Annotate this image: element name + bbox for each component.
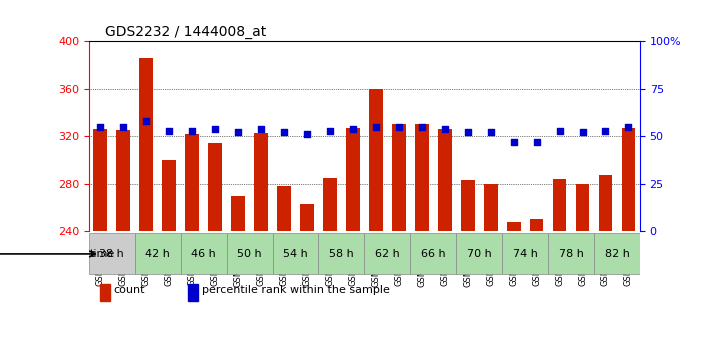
Bar — [576, 184, 589, 231]
Text: 38 h: 38 h — [100, 249, 124, 259]
Text: 74 h: 74 h — [513, 249, 538, 259]
FancyBboxPatch shape — [594, 234, 640, 274]
Bar — [162, 160, 176, 231]
Bar — [621, 128, 636, 231]
Bar — [188, 284, 198, 301]
Bar — [346, 128, 360, 231]
Point — [600, 128, 611, 134]
Bar — [530, 219, 543, 231]
Text: 82 h: 82 h — [604, 249, 629, 259]
Point — [508, 139, 519, 145]
Point — [210, 126, 221, 131]
FancyBboxPatch shape — [135, 234, 181, 274]
Point — [164, 128, 175, 134]
Text: 66 h: 66 h — [421, 249, 446, 259]
Bar — [93, 129, 107, 231]
FancyBboxPatch shape — [548, 234, 594, 274]
Bar — [438, 129, 451, 231]
Point — [232, 130, 244, 135]
Text: count: count — [114, 285, 145, 295]
Point — [347, 126, 358, 131]
Bar — [507, 222, 520, 231]
Point — [623, 124, 634, 130]
Text: time: time — [90, 249, 115, 259]
Point — [117, 124, 129, 130]
Text: 62 h: 62 h — [375, 249, 400, 259]
FancyBboxPatch shape — [410, 234, 456, 274]
Point — [554, 128, 565, 134]
Bar — [100, 284, 109, 301]
Bar — [231, 196, 245, 231]
Bar — [139, 58, 153, 231]
Text: percentile rank within the sample: percentile rank within the sample — [202, 285, 390, 295]
Bar — [186, 134, 199, 231]
FancyBboxPatch shape — [227, 234, 272, 274]
Point — [255, 126, 267, 131]
Bar — [323, 178, 337, 231]
Point — [141, 118, 152, 124]
Point — [577, 130, 588, 135]
FancyBboxPatch shape — [456, 234, 502, 274]
FancyBboxPatch shape — [89, 234, 135, 274]
Bar — [599, 175, 612, 231]
Bar — [117, 130, 130, 231]
Point — [416, 124, 427, 130]
Point — [278, 130, 289, 135]
FancyBboxPatch shape — [181, 234, 227, 274]
Point — [370, 124, 382, 130]
Bar — [483, 184, 498, 231]
Point — [485, 130, 496, 135]
FancyBboxPatch shape — [319, 234, 364, 274]
Text: 42 h: 42 h — [145, 249, 170, 259]
Point — [439, 126, 451, 131]
Text: 58 h: 58 h — [329, 249, 354, 259]
Point — [462, 130, 474, 135]
Text: GDS2232 / 1444008_at: GDS2232 / 1444008_at — [105, 25, 267, 39]
Bar — [415, 125, 429, 231]
FancyBboxPatch shape — [502, 234, 548, 274]
FancyBboxPatch shape — [364, 234, 410, 274]
Text: 54 h: 54 h — [283, 249, 308, 259]
Bar — [461, 180, 475, 231]
Bar — [369, 89, 383, 231]
FancyBboxPatch shape — [272, 234, 319, 274]
Point — [186, 128, 198, 134]
Bar — [255, 133, 268, 231]
Point — [95, 124, 106, 130]
Point — [301, 131, 313, 137]
Text: 78 h: 78 h — [559, 249, 584, 259]
Point — [324, 128, 336, 134]
Text: 50 h: 50 h — [237, 249, 262, 259]
Text: 46 h: 46 h — [191, 249, 216, 259]
Point — [531, 139, 542, 145]
Text: 70 h: 70 h — [467, 249, 491, 259]
Bar — [392, 125, 406, 231]
Bar — [300, 204, 314, 231]
Bar — [277, 186, 291, 231]
Point — [393, 124, 405, 130]
Bar — [208, 144, 222, 231]
Bar — [552, 179, 567, 231]
